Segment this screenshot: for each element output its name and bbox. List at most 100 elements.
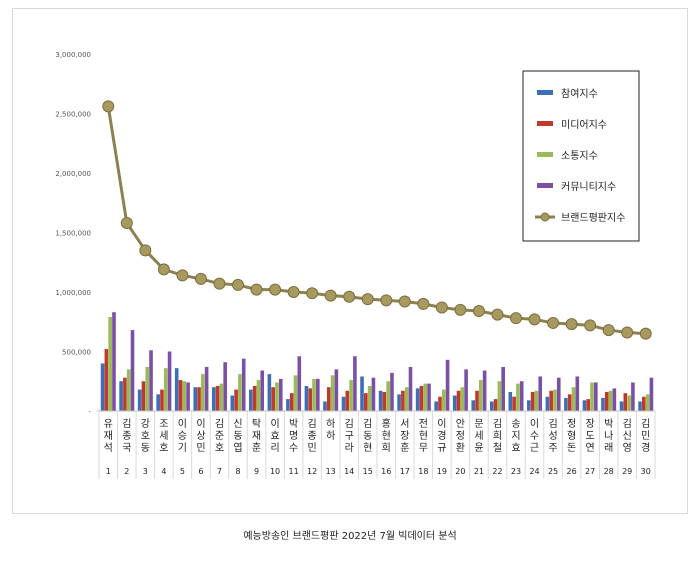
line-point [176,269,189,282]
y-tick-label: 2,500,000 [55,111,91,119]
bar [349,380,353,411]
bar [479,380,483,411]
bar [193,387,198,411]
line-point [250,283,263,296]
bar [326,387,331,411]
category-index-label: 5 [180,467,185,476]
bar [475,390,479,411]
chart-frame: - 500,000 1,000,000 1,500,000 2,000,000 2,500… [12,8,688,514]
bar [219,383,224,411]
bar [545,396,550,411]
bar [297,356,302,411]
category-index-label: 19 [437,467,447,476]
bar [390,372,394,411]
line-point [639,327,652,340]
line-point [528,313,541,326]
bar [586,399,591,411]
line-point [565,318,578,331]
bar [130,330,135,411]
bar [519,381,524,411]
bar [438,396,442,411]
category-index-label: 23 [511,467,521,476]
bar [482,370,487,411]
bar [341,396,346,411]
bar [493,399,498,411]
category-index-label: 14 [344,467,354,476]
bar [260,370,265,411]
bar [201,374,205,411]
bar [267,374,272,411]
bar [186,382,190,411]
bar [215,386,220,411]
line-point [306,287,319,300]
bar [441,389,446,411]
bar [645,394,650,411]
bar [497,381,502,411]
category-index-label: 27 [585,467,595,476]
bar [330,375,335,411]
line-point [361,293,374,306]
bar [471,400,476,411]
bar [360,376,364,411]
bar [238,374,242,411]
bar [367,386,372,411]
bar [534,390,539,411]
bar [223,362,227,411]
bar [137,389,142,411]
bar [631,382,635,411]
bar [627,395,631,411]
legend-label: 브랜드평판지수 [561,212,625,224]
line-point [232,278,244,291]
bar [556,377,561,411]
category-index-label: 8 [235,467,240,476]
bar [312,378,316,411]
bar [516,383,520,411]
bar [156,394,160,411]
bar [167,351,172,411]
bar [590,382,594,411]
bar [604,391,609,411]
category-index-label: 1 [106,467,111,476]
category-index-label: 7 [217,467,222,476]
bar [642,396,646,411]
bar [249,389,253,411]
category-index-label: 6 [198,467,203,476]
y-tick-label: 500,000 [62,349,91,357]
bar [638,401,642,411]
bar [378,390,383,411]
bar [582,400,587,411]
legend-swatch [537,121,553,126]
bar [308,388,313,411]
bar [527,400,531,411]
bar [460,387,465,411]
bar [149,350,153,411]
bar [119,381,123,411]
line-point [547,316,560,329]
legend-swatch [537,90,553,95]
category-index-label: 16 [381,467,391,476]
line-point [380,294,393,307]
bar [108,316,112,411]
bar [178,380,183,411]
bar [501,366,505,411]
bar [564,397,568,411]
line-point [157,263,170,276]
bar [512,396,516,411]
bar [456,390,461,411]
bar [419,386,424,411]
bar [608,390,613,411]
bar [289,393,294,411]
y-tick-label: - [88,408,91,416]
bar [275,382,279,411]
line-point [213,277,226,290]
line-point [454,303,467,316]
